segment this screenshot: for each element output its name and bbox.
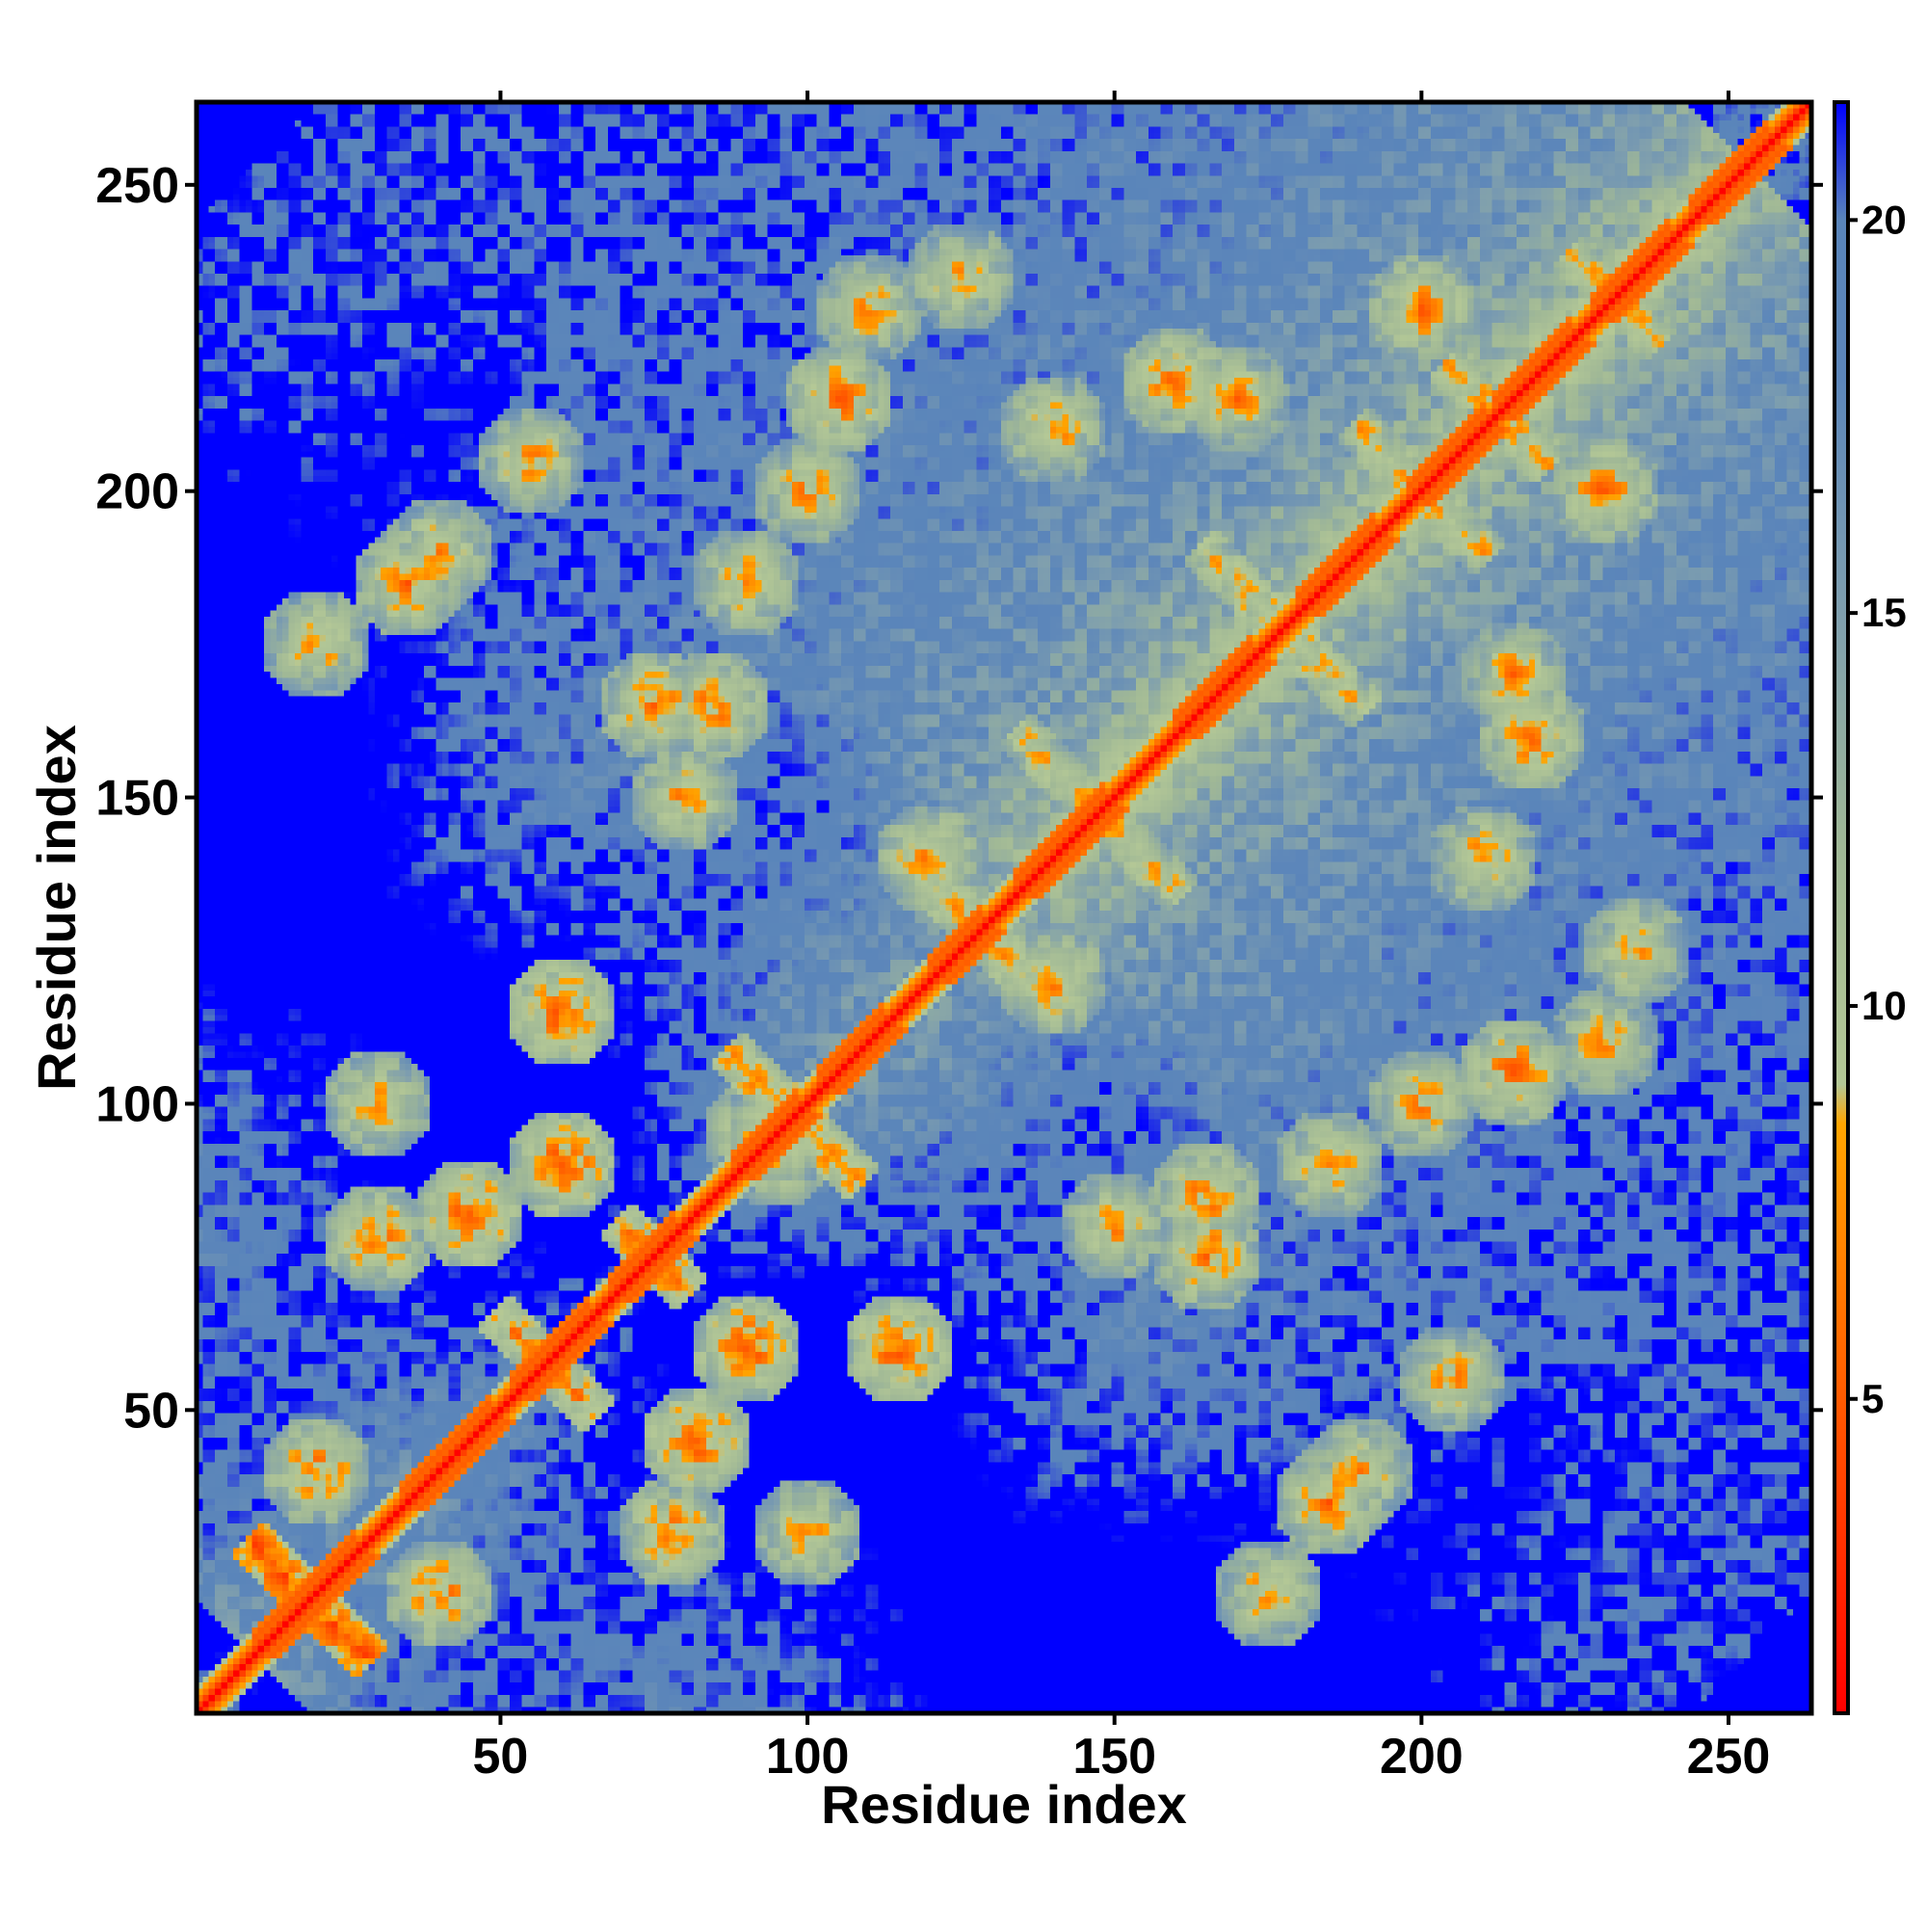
x-tick-label: 50 — [473, 1729, 529, 1785]
colorbar-tick-label: 15 — [1861, 590, 1907, 635]
y-tick-label: 100 — [95, 1076, 179, 1132]
x-tick-label: 250 — [1687, 1729, 1771, 1785]
x-tick-label: 200 — [1380, 1729, 1464, 1785]
colorbar-tick-label: 20 — [1861, 197, 1907, 242]
y-axis: 50 100 150 200 250 — [95, 158, 1823, 1439]
y-tick-label: 50 — [123, 1383, 179, 1439]
colorbar: 5 10 15 20 — [1833, 100, 1907, 1715]
x-tick-label: 150 — [1072, 1729, 1156, 1785]
heatmap-cells — [197, 102, 1811, 1713]
y-tick-label: 150 — [95, 771, 179, 827]
colorbar-bar — [1833, 100, 1850, 1715]
colorbar-ticks: 5 10 15 20 — [1848, 197, 1907, 1421]
heatmap-raster — [197, 102, 1811, 1713]
x-axis: 50 100 150 200 250 — [473, 91, 1771, 1785]
y-axis-title: Residue index — [26, 725, 87, 1091]
colorbar-tick-label: 5 — [1861, 1376, 1884, 1421]
y-tick-label: 200 — [95, 464, 179, 520]
x-tick-label: 100 — [766, 1729, 850, 1785]
plot-frame — [194, 99, 1814, 1716]
colorbar-tick-label: 10 — [1861, 983, 1907, 1028]
y-tick-label: 250 — [95, 158, 179, 214]
x-axis-title: Residue index — [821, 1774, 1187, 1835]
